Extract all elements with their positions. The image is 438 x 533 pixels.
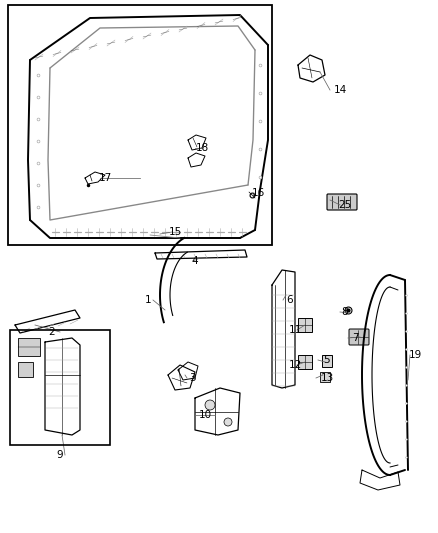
Text: 6: 6	[287, 295, 293, 305]
Text: 7: 7	[352, 333, 358, 343]
Bar	[298, 355, 312, 369]
Text: 10: 10	[198, 410, 212, 420]
Bar	[18, 338, 40, 356]
Text: 5: 5	[324, 355, 330, 365]
Text: 18: 18	[195, 143, 208, 153]
Text: 4: 4	[192, 256, 198, 266]
Text: 8: 8	[342, 307, 348, 317]
Circle shape	[205, 400, 215, 410]
Text: 2: 2	[49, 327, 55, 337]
Text: 16: 16	[251, 188, 265, 198]
Text: 12: 12	[288, 360, 302, 370]
FancyBboxPatch shape	[327, 194, 357, 210]
Bar	[10, 330, 110, 445]
FancyBboxPatch shape	[349, 329, 369, 345]
Bar	[322, 355, 332, 367]
Text: 3: 3	[189, 373, 195, 383]
Text: 1: 1	[145, 295, 151, 305]
Text: 25: 25	[339, 200, 352, 210]
Text: 14: 14	[333, 85, 346, 95]
Text: 17: 17	[99, 173, 112, 183]
Text: 9: 9	[57, 450, 64, 460]
Text: 15: 15	[168, 227, 182, 237]
Bar	[298, 318, 312, 332]
Bar	[8, 5, 272, 245]
Text: 11: 11	[288, 325, 302, 335]
Bar	[320, 372, 330, 382]
Bar	[18, 362, 33, 377]
Text: 13: 13	[320, 373, 334, 383]
Text: 19: 19	[408, 350, 422, 360]
Circle shape	[224, 418, 232, 426]
